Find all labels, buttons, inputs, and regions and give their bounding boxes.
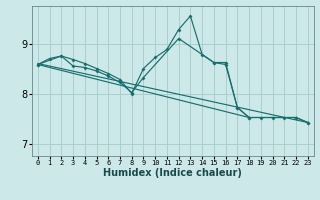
X-axis label: Humidex (Indice chaleur): Humidex (Indice chaleur) — [103, 168, 242, 178]
